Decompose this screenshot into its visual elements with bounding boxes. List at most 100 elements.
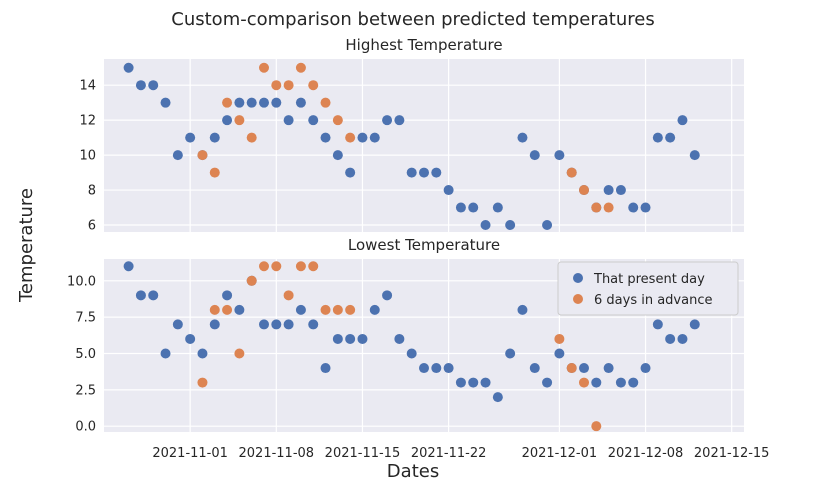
point-six-days-advance xyxy=(283,290,294,301)
point-present-day xyxy=(419,363,429,374)
point-six-days-advance xyxy=(566,167,577,178)
point-present-day xyxy=(209,319,220,330)
point-six-days-advance xyxy=(308,261,319,272)
point-present-day xyxy=(554,150,565,161)
point-present-day xyxy=(480,377,491,388)
point-six-days-advance xyxy=(222,97,233,108)
point-six-days-advance xyxy=(259,261,269,272)
point-present-day xyxy=(542,377,553,388)
point-present-day xyxy=(443,363,454,374)
point-present-day xyxy=(406,167,417,178)
y-axis-label: Temperature xyxy=(16,188,37,303)
point-six-days-advance xyxy=(246,275,257,286)
point-present-day xyxy=(677,115,688,126)
y-tick-label: 6 xyxy=(88,219,96,234)
x-tick-label: 2021-12-15 xyxy=(694,446,770,461)
point-present-day xyxy=(185,333,196,344)
y-tick-label: 7.5 xyxy=(75,311,96,326)
point-present-day xyxy=(320,132,331,143)
x-tick-label: 2021-11-08 xyxy=(239,446,315,461)
point-present-day xyxy=(529,150,540,161)
point-present-day xyxy=(665,132,676,143)
point-present-day xyxy=(148,290,159,301)
point-present-day xyxy=(431,363,442,374)
point-six-days-advance xyxy=(271,261,282,272)
panel-title-highest: Highest Temperature xyxy=(345,36,502,54)
legend-marker-advance xyxy=(573,294,583,304)
point-present-day xyxy=(579,363,589,374)
point-six-days-advance xyxy=(308,80,319,91)
point-present-day xyxy=(505,348,516,359)
point-present-day xyxy=(652,132,663,143)
point-present-day xyxy=(431,167,442,178)
point-present-day xyxy=(529,363,540,374)
point-six-days-advance xyxy=(234,115,245,126)
legend-label-present: That present day xyxy=(593,272,705,287)
y-tick-label: 8 xyxy=(88,184,96,199)
point-present-day xyxy=(640,363,651,374)
point-present-day xyxy=(419,167,429,178)
point-present-day xyxy=(369,304,380,315)
point-present-day xyxy=(615,185,626,196)
point-present-day xyxy=(135,80,146,91)
point-six-days-advance xyxy=(332,304,343,315)
point-present-day xyxy=(591,377,602,388)
point-present-day xyxy=(554,348,565,359)
plot-area-highest xyxy=(104,59,744,232)
point-present-day xyxy=(357,132,368,143)
point-present-day xyxy=(382,115,393,126)
point-present-day xyxy=(628,377,639,388)
point-six-days-advance xyxy=(566,363,577,374)
point-present-day xyxy=(615,377,626,388)
point-present-day xyxy=(677,333,688,344)
y-tick-label: 5.0 xyxy=(75,347,96,362)
point-six-days-advance xyxy=(320,304,331,315)
point-six-days-advance xyxy=(246,132,257,143)
point-present-day xyxy=(295,304,306,315)
point-six-days-advance xyxy=(345,132,356,143)
point-six-days-advance xyxy=(345,304,356,315)
point-six-days-advance xyxy=(554,333,565,344)
point-present-day xyxy=(222,115,233,126)
point-present-day xyxy=(185,132,196,143)
point-six-days-advance xyxy=(579,185,589,196)
y-tick-label: 10.0 xyxy=(67,274,96,289)
point-present-day xyxy=(652,319,663,330)
point-present-day xyxy=(505,220,516,231)
legend-label-advance: 6 days in advance xyxy=(594,293,712,308)
point-present-day xyxy=(259,319,269,330)
point-present-day xyxy=(689,150,700,161)
y-tick-label: 2.5 xyxy=(75,383,96,398)
point-present-day xyxy=(283,319,294,330)
point-present-day xyxy=(160,97,171,108)
x-tick-label: 2021-12-01 xyxy=(522,446,598,461)
point-present-day xyxy=(480,220,491,231)
point-present-day xyxy=(455,377,466,388)
point-six-days-advance xyxy=(197,377,208,388)
y-tick-label: 10 xyxy=(79,149,96,164)
legend: That present day 6 days in advance xyxy=(557,261,739,316)
point-present-day xyxy=(345,333,356,344)
point-present-day xyxy=(640,202,651,213)
x-tick-label: 2021-12-08 xyxy=(608,446,684,461)
point-present-day xyxy=(283,115,294,126)
legend-box xyxy=(557,261,739,316)
point-six-days-advance xyxy=(320,97,331,108)
point-present-day xyxy=(517,132,528,143)
point-present-day xyxy=(517,304,528,315)
point-present-day xyxy=(246,97,257,108)
point-present-day xyxy=(135,290,146,301)
point-present-day xyxy=(332,150,343,161)
point-six-days-advance xyxy=(209,304,220,315)
x-axis-label: Dates xyxy=(387,461,439,482)
point-present-day xyxy=(308,115,319,126)
point-present-day xyxy=(197,348,208,359)
point-present-day xyxy=(382,290,393,301)
point-six-days-advance xyxy=(271,80,282,91)
point-present-day xyxy=(455,202,466,213)
point-six-days-advance xyxy=(283,80,294,91)
y-ticks-highest: 6 8 10 12 14 xyxy=(79,79,96,234)
point-present-day xyxy=(345,167,356,178)
point-present-day xyxy=(123,261,134,272)
